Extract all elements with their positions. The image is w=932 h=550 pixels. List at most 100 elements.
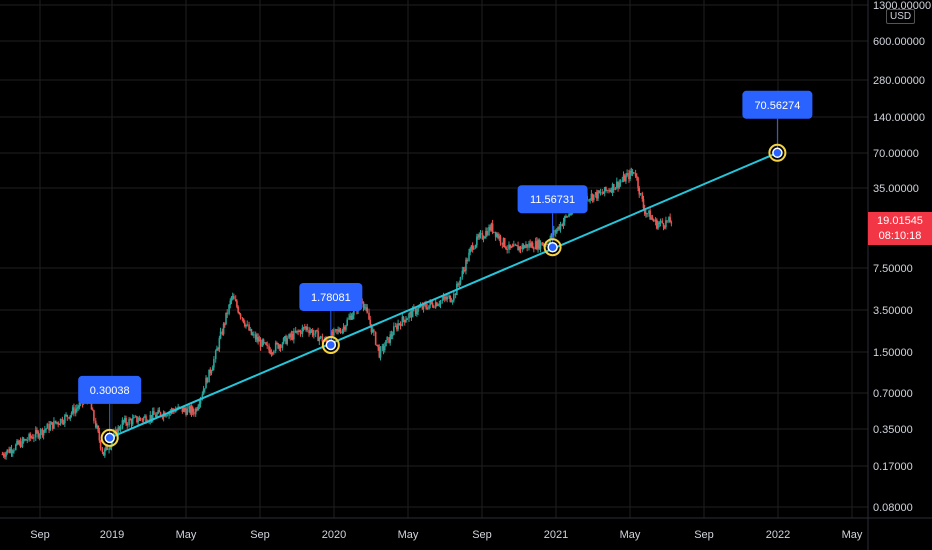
candle-body	[242, 318, 245, 323]
price-callout[interactable]: 70.56274	[742, 90, 813, 162]
candle-body	[259, 339, 262, 347]
candle-body	[119, 428, 122, 430]
candle-body	[634, 173, 637, 177]
callout-box	[742, 90, 813, 119]
candle-body	[401, 316, 404, 327]
candle-body	[30, 437, 33, 439]
candle-body	[256, 337, 258, 340]
candle-body	[54, 420, 57, 424]
candle-body	[598, 190, 601, 194]
candle-body	[477, 236, 479, 238]
candle-body	[157, 410, 159, 414]
candle-body	[218, 338, 221, 349]
candle-body	[550, 233, 553, 239]
candle-body	[398, 323, 401, 325]
candle-body	[459, 277, 462, 284]
candle-body	[44, 429, 46, 431]
candle-body	[478, 234, 481, 238]
candle-body	[537, 240, 539, 249]
candle-body	[229, 300, 232, 305]
candle-body	[121, 420, 124, 429]
candle-body	[291, 334, 294, 340]
y-tick-label: 0.35000	[873, 424, 913, 436]
candle-body	[619, 181, 622, 183]
candle-body	[521, 244, 524, 250]
candle-body	[559, 224, 562, 230]
candle-body	[382, 346, 385, 351]
candle-body	[501, 242, 504, 245]
candle-body	[122, 420, 125, 422]
candle-body	[605, 187, 607, 191]
candle-body	[294, 330, 297, 333]
candle-body	[643, 208, 646, 214]
candle-body	[191, 407, 194, 412]
candle-body	[383, 346, 386, 351]
candle-body	[134, 416, 137, 418]
candle-body	[589, 198, 591, 200]
candle-body	[274, 342, 277, 352]
price-callout[interactable]: 0.30038	[78, 375, 142, 447]
candle-body	[621, 180, 624, 182]
callout-label: 0.30038	[90, 385, 130, 397]
price-callout[interactable]: 11.56731	[517, 185, 588, 257]
candle-body	[141, 419, 144, 421]
candle-body	[468, 252, 470, 262]
candle-body	[196, 408, 198, 410]
candle-body	[562, 221, 565, 226]
candle-body	[522, 244, 525, 249]
candle-body	[181, 407, 184, 412]
candle-body	[25, 439, 27, 441]
candle-body	[186, 408, 189, 415]
trendline[interactable]	[109, 151, 778, 439]
candle-body	[277, 343, 279, 349]
candle-body	[201, 394, 204, 398]
candle-body	[273, 351, 275, 354]
candle-body	[458, 283, 461, 285]
candle-body	[268, 345, 270, 351]
candle-body	[350, 315, 353, 320]
marker-dot	[325, 339, 337, 351]
candle-body	[362, 302, 365, 308]
candle-body	[445, 298, 447, 300]
candle-body	[557, 226, 559, 230]
candle-body	[41, 429, 44, 436]
y-tick-label: 0.70000	[873, 388, 913, 400]
candle-body	[341, 329, 344, 333]
candle-body	[11, 451, 14, 453]
candle-body	[336, 329, 338, 331]
candle-body	[516, 245, 518, 247]
candle-body	[348, 317, 350, 320]
price-callout[interactable]: 1.78081	[299, 282, 363, 354]
callout-label: 11.56731	[530, 194, 575, 206]
candle-body	[485, 231, 487, 237]
candle-body	[486, 231, 488, 236]
candle-body	[488, 226, 490, 236]
candle-body	[316, 330, 318, 332]
x-tick-label: Sep	[250, 529, 270, 541]
candle-body	[396, 325, 398, 330]
candle-body	[482, 238, 485, 240]
candle-body	[310, 330, 313, 332]
candle-body	[278, 345, 281, 349]
candle-body	[137, 420, 139, 423]
candle-body	[554, 230, 557, 233]
candle-body	[629, 170, 631, 180]
candle-body	[608, 190, 610, 192]
candle-body	[8, 449, 10, 453]
candle-body	[286, 338, 289, 344]
candle-body	[145, 416, 147, 423]
candle-body	[306, 326, 309, 331]
candle-body	[39, 429, 42, 435]
candle-body	[403, 319, 406, 323]
candle-body	[156, 413, 158, 417]
candle-body	[531, 243, 534, 249]
candle-body	[651, 217, 654, 220]
candle-body	[622, 175, 625, 181]
candle-body	[96, 425, 98, 428]
candle-body	[457, 283, 459, 285]
candle-body	[217, 348, 219, 350]
candle-body	[439, 300, 442, 305]
candle-body	[281, 343, 284, 348]
candle-body	[276, 342, 278, 344]
